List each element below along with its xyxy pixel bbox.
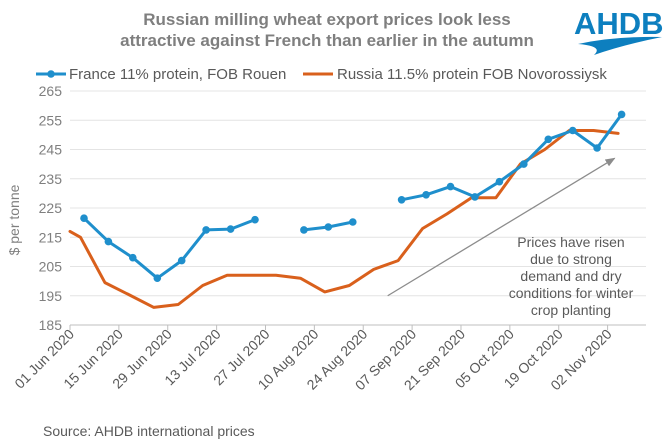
data-point-france <box>617 110 626 119</box>
annotation-line-5: crop planting <box>531 302 611 318</box>
data-point-france <box>153 274 162 283</box>
data-point-france <box>446 182 455 191</box>
data-point-france <box>104 237 113 246</box>
legend: France 11% protein, FOB Rouen Russia 11.… <box>36 66 607 83</box>
data-point-france <box>324 223 333 231</box>
data-point-france <box>80 214 88 222</box>
data-point-france <box>129 253 137 262</box>
logo-text: AHDB <box>574 6 664 41</box>
annotation-arrow <box>387 157 616 297</box>
data-point-france <box>422 191 430 199</box>
data-point-france <box>568 126 577 135</box>
data-point-france <box>397 196 406 204</box>
source-note: Source: AHDB international prices <box>43 423 255 439</box>
annotation-line-3: demand and dry <box>520 268 621 284</box>
y-tick-label: 225 <box>39 200 63 216</box>
data-point-france <box>593 144 601 152</box>
annotation-line-4: conditions for winter <box>509 285 634 301</box>
y-tick-label: 245 <box>39 142 63 158</box>
y-tick-label: 195 <box>39 288 63 304</box>
chart-title-line-2: attractive against French than earlier i… <box>120 31 534 50</box>
y-tick-label: 255 <box>39 112 63 128</box>
y-tick-label: 215 <box>39 229 63 245</box>
logo-swoosh-icon <box>578 36 662 55</box>
data-point-france <box>520 160 528 168</box>
legend-france-label: France 11% protein, FOB Rouen <box>69 66 286 83</box>
ahdb-logo: AHDB <box>574 6 664 55</box>
series-line-france <box>400 112 624 202</box>
data-point-france <box>202 226 210 234</box>
y-tick-label: 235 <box>39 171 63 187</box>
series-layer <box>68 110 626 309</box>
annotation-line-2: due to strong <box>530 251 612 267</box>
data-point-france <box>300 226 308 234</box>
annotation: Prices have risen due to strong demand a… <box>387 157 634 318</box>
y-tick-label: 205 <box>39 259 63 275</box>
y-tick-label: 265 <box>39 83 63 99</box>
data-point-france <box>177 256 186 265</box>
series-france <box>80 110 626 283</box>
data-point-france <box>349 218 357 226</box>
legend-france-marker <box>47 70 55 78</box>
chart-title-line-1: Russian milling wheat export prices look… <box>143 10 511 29</box>
legend-russia-label: Russia 11.5% protein FOB Novorossiysk <box>337 66 607 83</box>
y-tick-label: 185 <box>39 317 63 333</box>
data-point-france <box>226 225 235 233</box>
data-point-france <box>544 135 553 144</box>
data-point-france <box>495 177 504 186</box>
series-line-france <box>82 216 257 280</box>
y-axis-title: $ per tonne <box>6 184 22 255</box>
annotation-line-1: Prices have risen <box>517 234 624 250</box>
data-point-france <box>471 193 479 201</box>
y-axis: 185 195 205 215 225 235 245 255 265 <box>39 83 646 333</box>
data-point-france <box>251 215 259 224</box>
